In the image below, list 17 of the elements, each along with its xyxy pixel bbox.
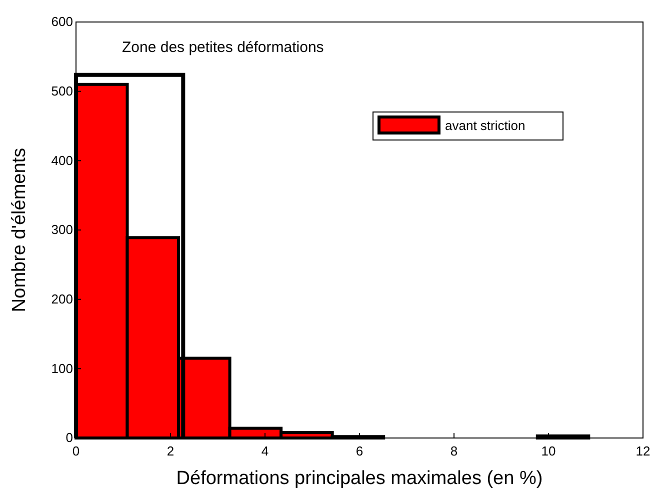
x-tick-label: 6 — [356, 443, 364, 458]
x-tick-label: 10 — [541, 443, 556, 458]
x-tick-label: 12 — [636, 443, 650, 458]
x-tick-label: 2 — [166, 443, 174, 458]
y-axis-title: Nombre d'éléments — [9, 148, 30, 312]
y-tick-label: 600 — [51, 14, 73, 30]
y-tick-label: 400 — [51, 152, 73, 168]
y-tick-label: 0 — [66, 430, 73, 446]
x-tick-label: 4 — [261, 443, 269, 458]
x-tick-label: 8 — [450, 443, 458, 458]
annotation: Zone des petites déformations — [122, 39, 324, 56]
y-tick-label: 500 — [51, 83, 73, 98]
y-tick-label: 300 — [51, 222, 73, 238]
y-tick-label: 200 — [51, 291, 73, 306]
x-axis-title: Déformations principales maximales (en %) — [176, 468, 543, 488]
y-tick-label: 100 — [51, 360, 73, 376]
legend-label: avant striction — [445, 118, 526, 133]
